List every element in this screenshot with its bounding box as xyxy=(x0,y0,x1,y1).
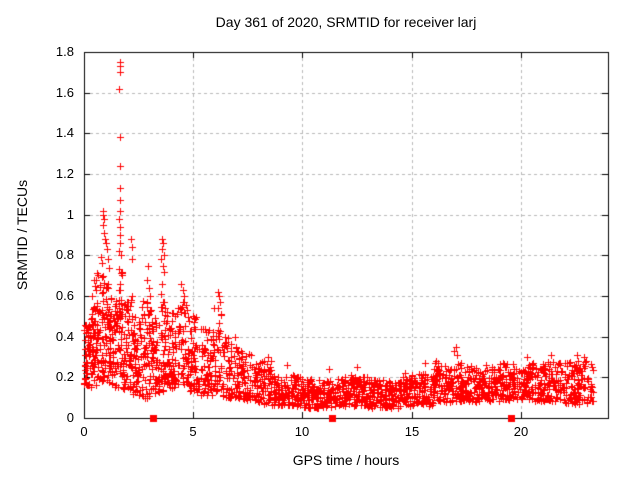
y-tick-label: 1.2 xyxy=(55,166,74,181)
y-tick-label: 1.4 xyxy=(55,125,74,140)
y-tick-label: 1 xyxy=(66,207,74,222)
x-tick-label: 10 xyxy=(294,424,310,439)
x-tick-label: 5 xyxy=(189,424,197,439)
x-tick-label: 0 xyxy=(80,424,88,439)
x-tick-label: 15 xyxy=(404,424,420,439)
y-tick-label: 1.6 xyxy=(55,85,74,100)
y-tick-label: 0.4 xyxy=(55,329,74,344)
y-tick-label: 1.8 xyxy=(55,44,74,59)
y-tick-label: 0.6 xyxy=(55,288,74,303)
y-tick-label: 0.2 xyxy=(55,369,74,384)
y-tick-label: 0 xyxy=(66,410,74,425)
y-tick-label: 0.8 xyxy=(55,247,74,262)
x-axis-label: GPS time / hours xyxy=(292,452,400,468)
x-tick-label: 20 xyxy=(513,424,529,439)
